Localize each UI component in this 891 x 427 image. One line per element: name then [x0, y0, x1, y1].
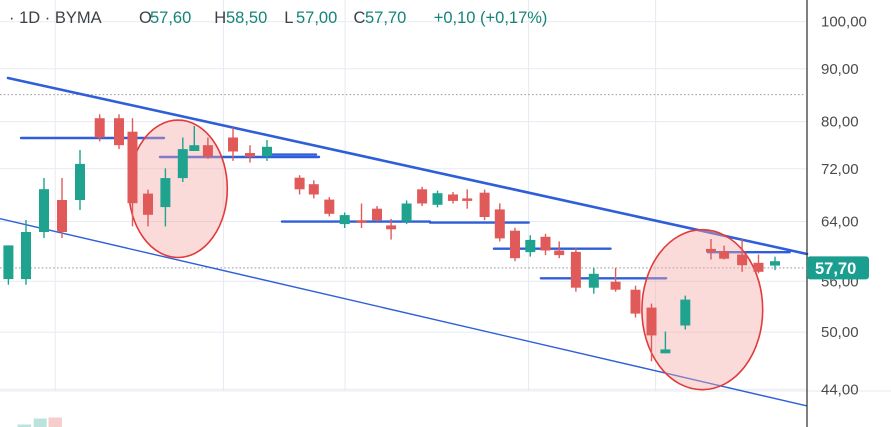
svg-text:44,00: 44,00 [821, 381, 859, 398]
svg-text:C: C [354, 9, 366, 27]
svg-text:64,00: 64,00 [821, 214, 859, 231]
svg-text:50,00: 50,00 [821, 324, 859, 341]
svg-text:57,70: 57,70 [815, 260, 856, 278]
svg-text:57,60: 57,60 [150, 9, 191, 27]
svg-text:100,00: 100,00 [821, 14, 867, 31]
svg-text:90,00: 90,00 [821, 61, 859, 78]
svg-text:· 1D · BYMA: · 1D · BYMA [9, 9, 102, 27]
svg-text:58,50: 58,50 [226, 9, 267, 27]
svg-text:H: H [214, 9, 226, 27]
svg-text:80,00: 80,00 [821, 114, 859, 131]
svg-text:57,70: 57,70 [365, 9, 406, 27]
svg-text:+0,10 (+0,17%): +0,10 (+0,17%) [434, 9, 548, 27]
svg-text:L: L [284, 9, 293, 27]
svg-text:57,00: 57,00 [296, 9, 337, 27]
svg-text:72,00: 72,00 [821, 161, 859, 178]
